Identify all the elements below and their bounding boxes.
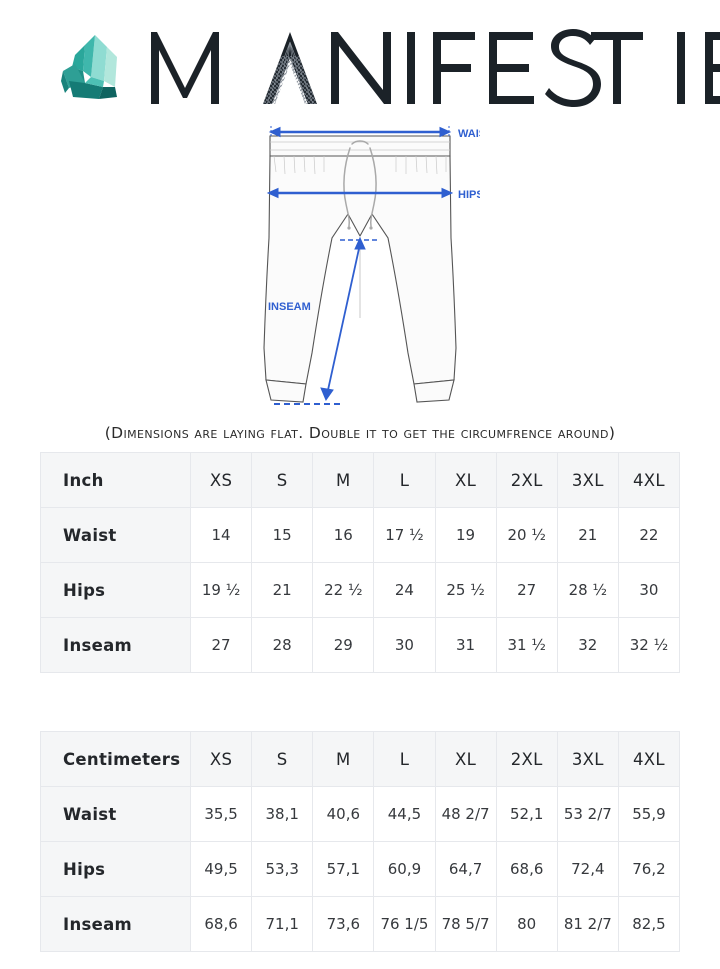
cell-inseam-3xl: 32 [556,617,619,673]
centimeters-size-table-wrapper: Centimeters XS S M L XL 2XL 3XL 4XL Wais… [40,731,681,952]
cell-hips-3xl: 72,4 [556,841,619,897]
cell-hips-m: 22 ½ [312,562,375,618]
cell-waist-3xl: 21 [556,507,619,563]
cell-waist-2xl: 20 ½ [495,507,558,563]
unit-header-centimeters: Centimeters [40,731,191,787]
cell-inseam-xs: 68,6 [189,896,253,952]
unit-header-inch: Inch [40,452,191,508]
column-header-xs: XS [189,452,253,508]
cell-waist-xs: 35,5 [189,786,253,842]
sweatpants-diagram: WAIST HIPS INSEAM [0,118,720,413]
column-header-xs: XS [189,731,253,787]
table-header-row: Centimeters XS S M L XL 2XL 3XL 4XL [40,731,681,787]
inch-size-table: Inch XS S M L XL 2XL 3XL 4XL Waist 14 15… [40,452,681,673]
cell-waist-3xl: 53 2/7 [556,786,619,842]
cell-waist-xl: 19 [434,507,497,563]
cell-inseam-2xl: 31 ½ [495,617,558,673]
cell-inseam-4xl: 82,5 [617,896,681,952]
column-header-l: L [373,452,436,508]
cell-waist-l: 17 ½ [373,507,436,563]
table-row-hips-cm: Hips 49,5 53,3 57,1 60,9 64,7 68,6 72,4 … [40,841,681,897]
column-header-xl: XL [434,452,497,508]
centimeters-size-table: Centimeters XS S M L XL 2XL 3XL 4XL Wais… [40,731,681,952]
cell-hips-l: 24 [373,562,436,618]
hips-label: HIPS [458,189,480,201]
table-row-inseam-cm: Inseam 68,6 71,1 73,6 76 1/5 78 5/7 80 8… [40,896,681,952]
column-header-2xl: 2XL [495,452,558,508]
cell-waist-l: 44,5 [373,786,436,842]
cell-hips-3xl: 28 ½ [556,562,619,618]
cell-hips-xl: 64,7 [434,841,497,897]
inch-size-table-wrapper: Inch XS S M L XL 2XL 3XL 4XL Waist 14 15… [40,452,681,673]
cell-inseam-xl: 31 [434,617,497,673]
table-row-waist-inch: Waist 14 15 16 17 ½ 19 20 ½ 21 22 [40,507,681,563]
column-header-xl: XL [434,731,497,787]
cell-waist-xl: 48 2/7 [434,786,497,842]
cell-hips-2xl: 27 [495,562,558,618]
cell-hips-xs: 19 ½ [189,562,253,618]
row-label-waist: Waist [40,786,191,842]
column-header-m: M [312,452,375,508]
cell-hips-l: 60,9 [373,841,436,897]
crystal-cluster-icon [55,31,141,105]
cell-inseam-l: 76 1/5 [373,896,436,952]
brand-logo [0,18,720,118]
cell-waist-s: 15 [251,507,314,563]
row-label-hips: Hips [40,841,191,897]
cell-inseam-3xl: 81 2/7 [556,896,619,952]
column-header-4xl: 4XL [617,731,681,787]
cell-hips-4xl: 76,2 [617,841,681,897]
cell-inseam-4xl: 32 ½ [617,617,681,673]
cell-hips-s: 53,3 [251,841,314,897]
cell-waist-4xl: 55,9 [617,786,681,842]
column-header-4xl: 4XL [617,452,681,508]
cell-waist-2xl: 52,1 [495,786,558,842]
cell-hips-xs: 49,5 [189,841,253,897]
cell-waist-4xl: 22 [617,507,681,563]
row-label-waist: Waist [40,507,191,563]
table-row-waist-cm: Waist 35,5 38,1 40,6 44,5 48 2/7 52,1 53… [40,786,681,842]
cell-waist-m: 40,6 [312,786,375,842]
column-header-m: M [312,731,375,787]
table-header-row: Inch XS S M L XL 2XL 3XL 4XL [40,452,681,508]
cell-inseam-xl: 78 5/7 [434,896,497,952]
column-header-3xl: 3XL [556,452,619,508]
cell-hips-2xl: 68,6 [495,841,558,897]
cell-waist-m: 16 [312,507,375,563]
measurement-note: (Dimensions are laying flat. Double it t… [104,424,616,442]
cell-inseam-2xl: 80 [495,896,558,952]
cell-inseam-xs: 27 [189,617,253,673]
wordmark [145,26,720,110]
cell-hips-s: 21 [251,562,314,618]
cell-waist-s: 38,1 [251,786,314,842]
table-row-hips-inch: Hips 19 ½ 21 22 ½ 24 25 ½ 27 28 ½ 30 [40,562,681,618]
cell-inseam-m: 73,6 [312,896,375,952]
column-header-s: S [251,731,314,787]
table-row-inseam-inch: Inseam 27 28 29 30 31 31 ½ 32 32 ½ [40,617,681,673]
row-label-inseam: Inseam [40,896,191,952]
cell-hips-m: 57,1 [312,841,375,897]
column-header-3xl: 3XL [556,731,619,787]
cell-inseam-m: 29 [312,617,375,673]
cell-hips-xl: 25 ½ [434,562,497,618]
cell-inseam-s: 71,1 [251,896,314,952]
row-label-inseam: Inseam [40,617,191,673]
cell-inseam-l: 30 [373,617,436,673]
column-header-l: L [373,731,436,787]
column-header-2xl: 2XL [495,731,558,787]
cell-hips-4xl: 30 [617,562,681,618]
cell-inseam-s: 28 [251,617,314,673]
waist-label: WAIST [458,128,480,140]
row-label-hips: Hips [40,562,191,618]
inseam-label: INSEAM [268,301,311,313]
cell-waist-xs: 14 [189,507,253,563]
column-header-s: S [251,452,314,508]
